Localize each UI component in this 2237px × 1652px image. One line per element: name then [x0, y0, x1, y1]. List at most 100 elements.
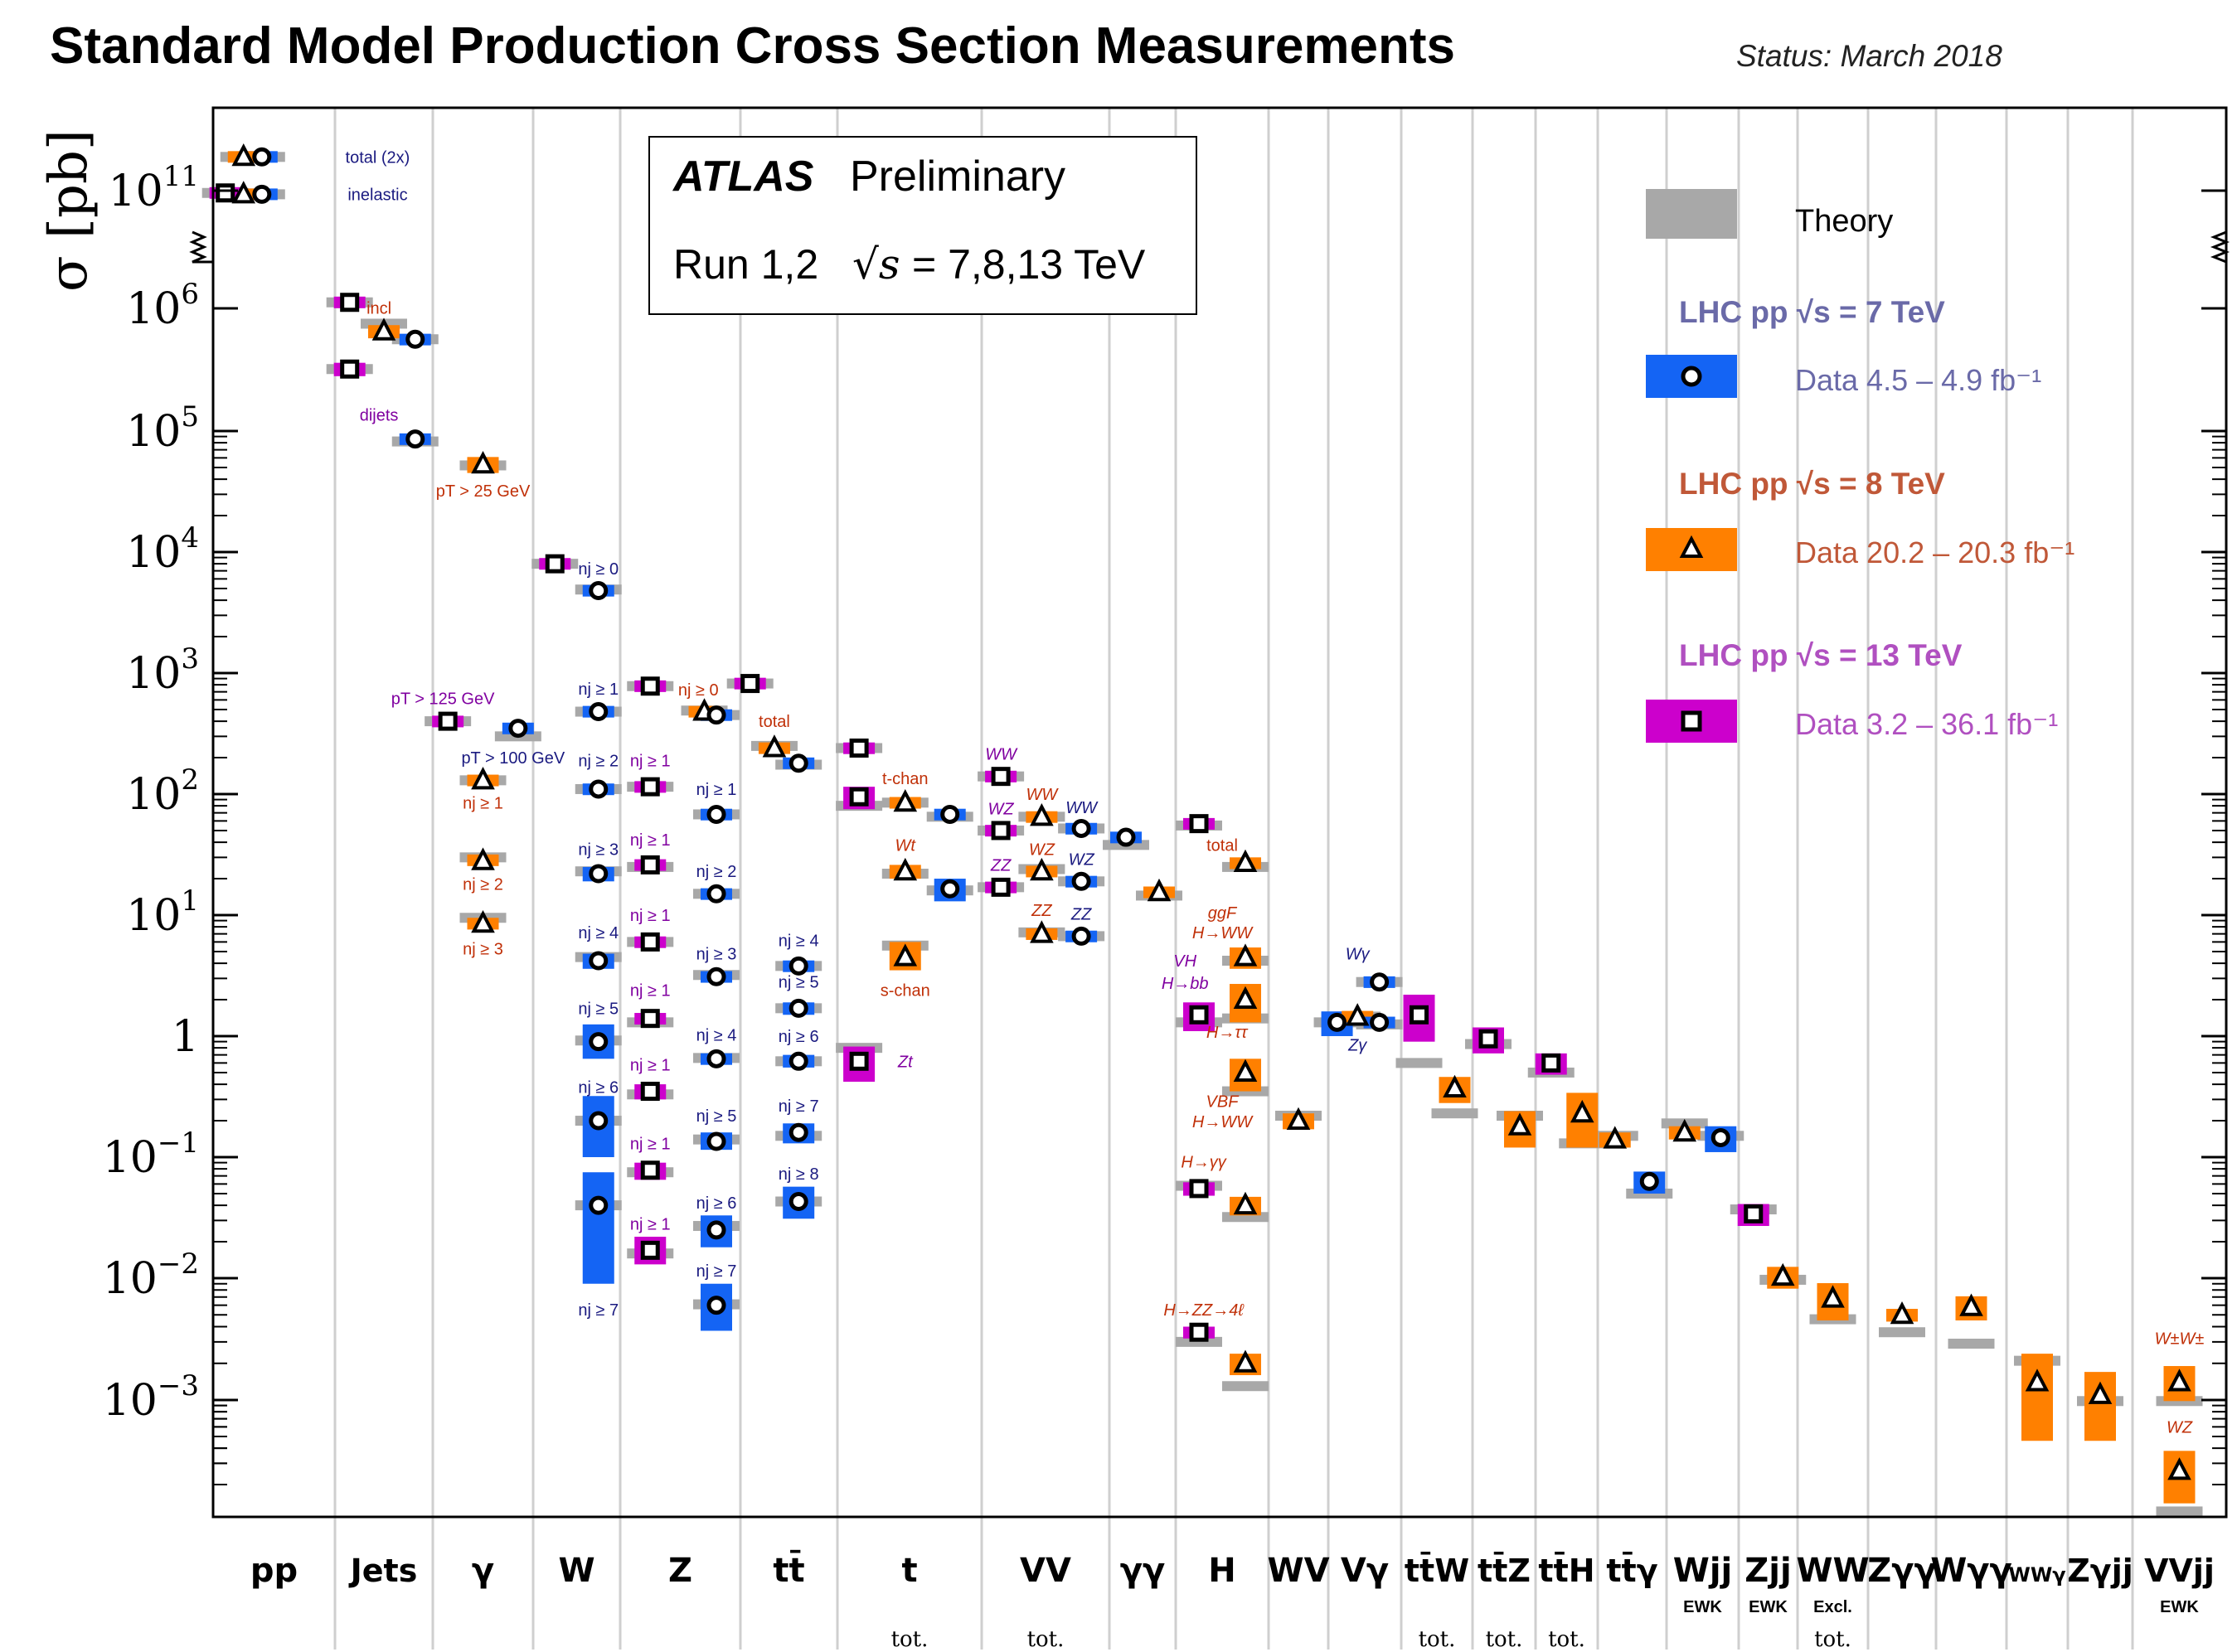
marker-8tev — [1286, 1107, 1311, 1131]
marker-13tev — [1189, 1179, 1209, 1199]
marker-7tev — [589, 1032, 609, 1052]
marker-8tev — [471, 767, 495, 790]
y-tick-label: 105 — [126, 400, 199, 457]
marker-7tev — [508, 719, 528, 739]
chart-annotation: WZ — [1069, 850, 1095, 869]
marker-7tev — [706, 884, 726, 904]
marker-13tev — [1744, 1204, 1764, 1223]
y-tick-label: 10−3 — [103, 1369, 199, 1426]
marker-8tev — [231, 181, 256, 204]
chart-annotation: s-chan — [881, 981, 930, 1000]
category-sublabel: Excl. — [1813, 1598, 1852, 1616]
chart-annotation: nj ≥ 3 — [578, 841, 619, 860]
chart-annotation: VH — [1173, 952, 1196, 971]
chart-annotation: nj ≥ 2 — [578, 752, 619, 770]
legend-13tev-marker — [1681, 710, 1702, 732]
category-label: Jets — [348, 1553, 418, 1589]
marker-13tev — [216, 183, 235, 203]
legend-8tev-data: Data 20.2 – 20.3 fb⁻¹ — [1795, 535, 2074, 569]
chart-annotation: nj ≥ 1 — [630, 752, 671, 770]
info-box: ATLAS Preliminary Run 1,2 √s = 7,8,13 Te… — [648, 136, 1197, 315]
marker-8tev — [471, 847, 495, 870]
marker-8tev — [893, 857, 918, 881]
chart-annotation: t-chan — [882, 770, 929, 788]
marker-13tev — [849, 738, 869, 758]
category-label: Zjj — [1744, 1552, 1791, 1590]
category-tot-label: tot. — [891, 1627, 929, 1652]
chart-annotation: pT > 25 GeV — [436, 482, 531, 501]
info-box-frame — [648, 136, 1197, 315]
marker-7tev — [706, 804, 726, 824]
marker-13tev — [640, 676, 660, 696]
category-label: VV — [1020, 1552, 1071, 1590]
category-sublabel: EWK — [1683, 1598, 1722, 1616]
chart-annotation: ggF — [1208, 904, 1238, 923]
chart-annotation: Zt — [897, 1053, 914, 1071]
marker-8tev — [2025, 1369, 2050, 1392]
marker-7tev — [789, 1122, 808, 1142]
chart-annotation: nj ≥ 3 — [463, 940, 503, 958]
legend-theory-swatch — [1646, 189, 1737, 239]
y-tick-label: 10−2 — [103, 1247, 199, 1304]
legend-7tev-data: Data 4.5 – 4.9 fb⁻¹ — [1795, 363, 2041, 397]
marker-8tev — [762, 734, 787, 758]
chart-annotation: WW — [985, 745, 1018, 763]
chart-annotation: nj ≥ 2 — [696, 863, 737, 881]
marker-8tev — [1233, 943, 1258, 966]
chart-annotation: incl — [366, 299, 391, 317]
category-label: WWγ — [2008, 1563, 2065, 1587]
theory-band — [1879, 1327, 1925, 1338]
category-label: Zγγ — [1867, 1552, 1937, 1590]
chart-annotation: W±W± — [2155, 1330, 2205, 1349]
chart-annotation: total — [1206, 836, 1238, 855]
y-axis-break-left — [189, 230, 213, 264]
qualifier-label: Preliminary — [850, 153, 1065, 201]
marker-7tev — [1327, 1012, 1347, 1032]
marker-7tev — [940, 879, 960, 899]
legend-7tev-marker — [1681, 366, 1702, 387]
chart-annotation: Zγ — [1347, 1036, 1367, 1054]
status-text: Status: March 2018 — [1736, 39, 2002, 73]
marker-8tev — [1770, 1262, 1795, 1286]
marker-8tev — [1233, 1059, 1258, 1082]
marker-8tev — [1233, 1349, 1258, 1373]
category-tot-label: tot. — [1027, 1627, 1065, 1652]
marker-8tev — [471, 450, 495, 474]
error-box — [582, 1172, 614, 1284]
marker-8tev — [1603, 1126, 1628, 1149]
marker-7tev — [1370, 972, 1390, 992]
marker-13tev — [640, 932, 660, 952]
error-box — [2021, 1354, 2053, 1441]
marker-13tev — [340, 359, 360, 379]
marker-13tev — [991, 767, 1011, 787]
chart-annotation: nj ≥ 7 — [779, 1097, 819, 1116]
marker-8tev — [1959, 1293, 1983, 1316]
chart-annotation: Wγ — [1346, 946, 1371, 964]
chart-annotation: pT > 100 GeV — [461, 749, 565, 768]
marker-8tev — [231, 143, 256, 167]
chart-annotation: H→WW — [1192, 924, 1254, 942]
annotations: total (2x) inelastic incl dijets pT > 25 GeV… — [346, 148, 2205, 1436]
marker-7tev — [789, 1192, 808, 1212]
legend-8tev-title: LHC pp √s = 8 TeV — [1679, 467, 1945, 501]
marker-13tev — [1189, 1322, 1209, 1342]
marker-7tev — [789, 1051, 808, 1071]
chart-title: Standard Model Production Cross Section … — [50, 17, 1455, 75]
category-label: γγ — [1120, 1552, 1166, 1590]
category-label: VVjj — [2144, 1553, 2215, 1589]
chart-annotation: nj ≥ 6 — [696, 1194, 737, 1213]
chart-annotation: H→γγ — [1181, 1153, 1226, 1171]
chart-annotation: nj ≥ 6 — [779, 1028, 819, 1046]
marker-8tev — [2167, 1457, 2191, 1480]
category-label: tt̄Z — [1478, 1552, 1531, 1589]
marker-7tev — [1071, 818, 1091, 838]
marker-7tev — [706, 1220, 726, 1240]
y-tick-label: 106 — [126, 278, 199, 334]
marker-7tev — [589, 702, 609, 722]
category-label: H — [1208, 1552, 1235, 1590]
marker-7tev — [589, 951, 609, 971]
category-tot-label: tot. — [1814, 1627, 1851, 1652]
chart-annotation: pT > 125 GeV — [391, 690, 495, 708]
